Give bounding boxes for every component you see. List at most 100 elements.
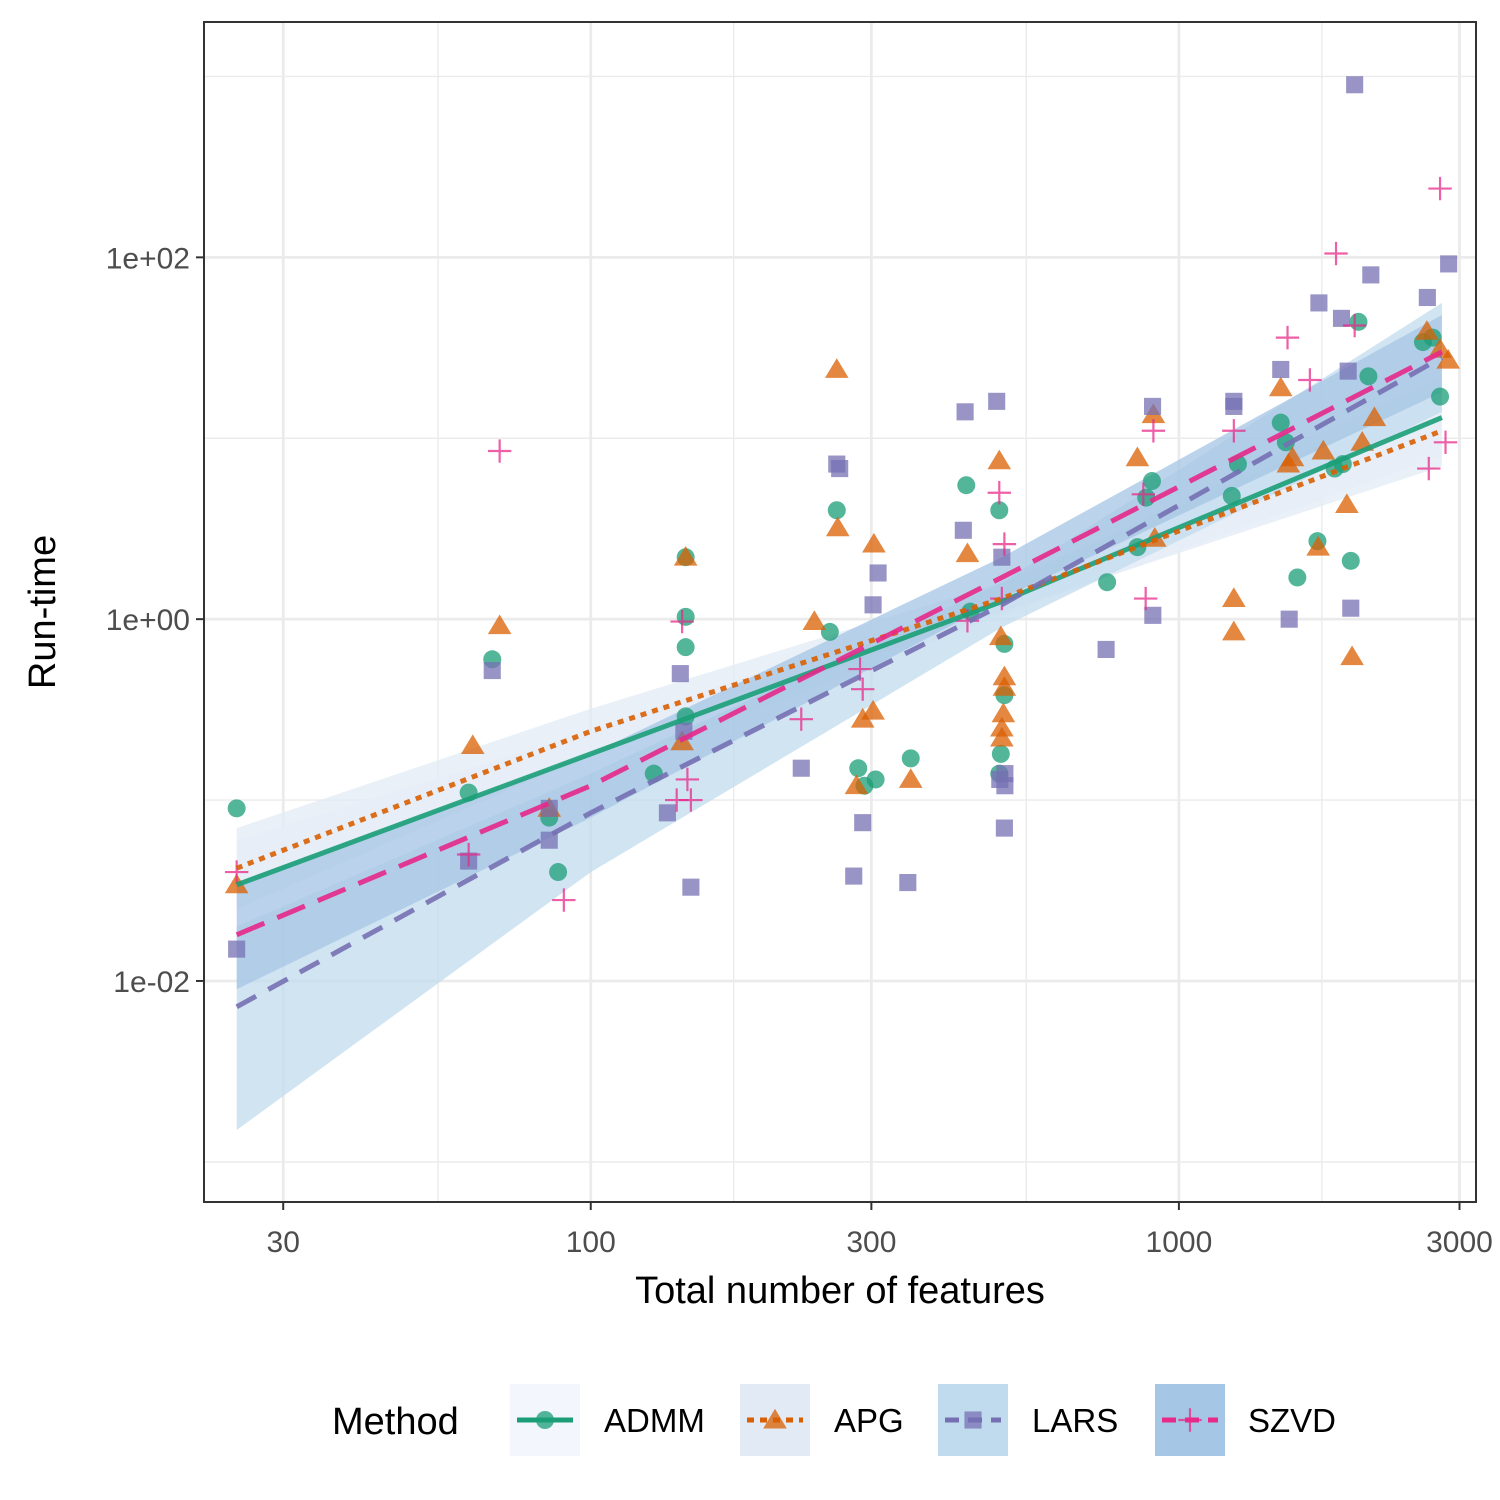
point-lars xyxy=(995,819,1013,837)
point-admm xyxy=(1222,486,1241,505)
point-apg xyxy=(990,716,1014,737)
point-szvd xyxy=(1141,419,1166,443)
point-apg xyxy=(861,699,885,720)
point-lars xyxy=(996,765,1014,783)
data-points xyxy=(224,76,1461,958)
point-apg xyxy=(898,768,923,788)
point-apg xyxy=(1311,439,1336,460)
x-tick-label: 1000 xyxy=(1146,1226,1213,1259)
point-lars xyxy=(993,548,1011,566)
point-szvd xyxy=(487,439,512,463)
point-lars xyxy=(956,403,974,421)
point-szvd xyxy=(679,788,703,812)
point-lars xyxy=(845,867,863,885)
fit-line-lars xyxy=(235,355,1444,1009)
point-apg xyxy=(1280,446,1305,467)
legend-items: ADMM APG LARS SZVD xyxy=(510,1384,1336,1456)
point-apg xyxy=(987,449,1012,470)
point-admm xyxy=(901,749,920,768)
point-lars xyxy=(1144,397,1162,415)
point-lars xyxy=(1225,392,1243,410)
point-szvd xyxy=(1131,482,1156,507)
point-apg xyxy=(1268,376,1293,397)
point-admm xyxy=(1142,472,1161,491)
point-apg xyxy=(802,610,827,630)
point-szvd xyxy=(1298,368,1322,392)
point-lars xyxy=(1272,360,1290,379)
point-admm xyxy=(1431,387,1450,406)
y-tick-label: 1e-02 xyxy=(113,966,190,999)
fit-line-admm xyxy=(235,415,1443,888)
fit-line-apg xyxy=(235,428,1443,871)
point-lars xyxy=(1339,362,1357,380)
point-admm xyxy=(227,799,246,818)
point-admm xyxy=(827,501,846,520)
point-apg xyxy=(955,542,980,563)
point-apg xyxy=(990,726,1014,747)
point-apg xyxy=(1222,620,1246,641)
point-szvd xyxy=(1417,456,1441,481)
point-szvd xyxy=(456,842,481,867)
point-apg xyxy=(1340,645,1364,666)
point-apg xyxy=(991,702,1016,723)
point-szvd xyxy=(552,888,576,912)
point-lars xyxy=(1332,309,1351,327)
point-apg xyxy=(1335,493,1359,514)
point-admm xyxy=(1271,413,1290,432)
point-szvd xyxy=(1433,430,1458,454)
point-lars xyxy=(228,940,246,958)
legend-label-apg: APG xyxy=(834,1402,904,1439)
point-apg xyxy=(844,774,869,795)
point-szvd xyxy=(1342,313,1367,338)
point-apg xyxy=(1222,587,1246,607)
point-szvd xyxy=(789,707,813,731)
point-apg xyxy=(460,734,485,755)
point-apg xyxy=(992,676,1017,696)
legend: Method ADMM APG LARS SZVD xyxy=(332,1384,1336,1456)
point-lars xyxy=(1362,266,1380,284)
point-szvd xyxy=(1133,586,1158,611)
point-lars xyxy=(540,831,558,849)
panel-border xyxy=(203,21,1477,1203)
point-lars xyxy=(954,521,972,539)
point-admm xyxy=(1288,568,1307,587)
point-lars xyxy=(1280,610,1298,628)
x-tick-label: 3000 xyxy=(1426,1226,1493,1259)
point-szvd xyxy=(1275,325,1300,350)
point-apg xyxy=(992,665,1017,686)
point-admm xyxy=(990,501,1009,520)
point-lars xyxy=(658,804,676,822)
point-lars xyxy=(1144,606,1162,624)
point-lars xyxy=(1440,255,1458,273)
point-apg xyxy=(989,625,1013,646)
point-admm xyxy=(676,638,695,657)
point-lars xyxy=(1342,599,1360,617)
panel-background xyxy=(204,22,1476,1202)
grid-major xyxy=(204,22,1476,1202)
point-apg xyxy=(825,516,850,537)
y-axis-title: Run-time xyxy=(22,535,64,689)
x-tick-label: 300 xyxy=(846,1226,896,1259)
point-lars xyxy=(1418,288,1436,307)
y-tick-label: 1e+02 xyxy=(106,242,190,275)
legend-label-szvd: SZVD xyxy=(1248,1402,1336,1439)
point-admm xyxy=(549,863,568,882)
point-apg xyxy=(487,614,512,635)
point-apg xyxy=(862,532,886,553)
point-admm xyxy=(849,759,868,778)
point-apg xyxy=(1125,446,1150,467)
point-lars xyxy=(831,460,849,478)
y-axis: 1e-02 1e+00 1e+02 xyxy=(106,242,204,999)
point-lars xyxy=(988,392,1006,410)
point-lars xyxy=(899,873,917,892)
point-szvd xyxy=(1324,241,1348,266)
point-lars xyxy=(1097,640,1115,659)
point-apg xyxy=(673,545,698,566)
point-apg xyxy=(1362,406,1387,427)
point-lars xyxy=(854,814,872,832)
point-admm xyxy=(1137,488,1156,507)
legend-label-admm: ADMM xyxy=(604,1402,705,1439)
point-admm xyxy=(866,770,885,789)
point-lars xyxy=(864,596,882,614)
